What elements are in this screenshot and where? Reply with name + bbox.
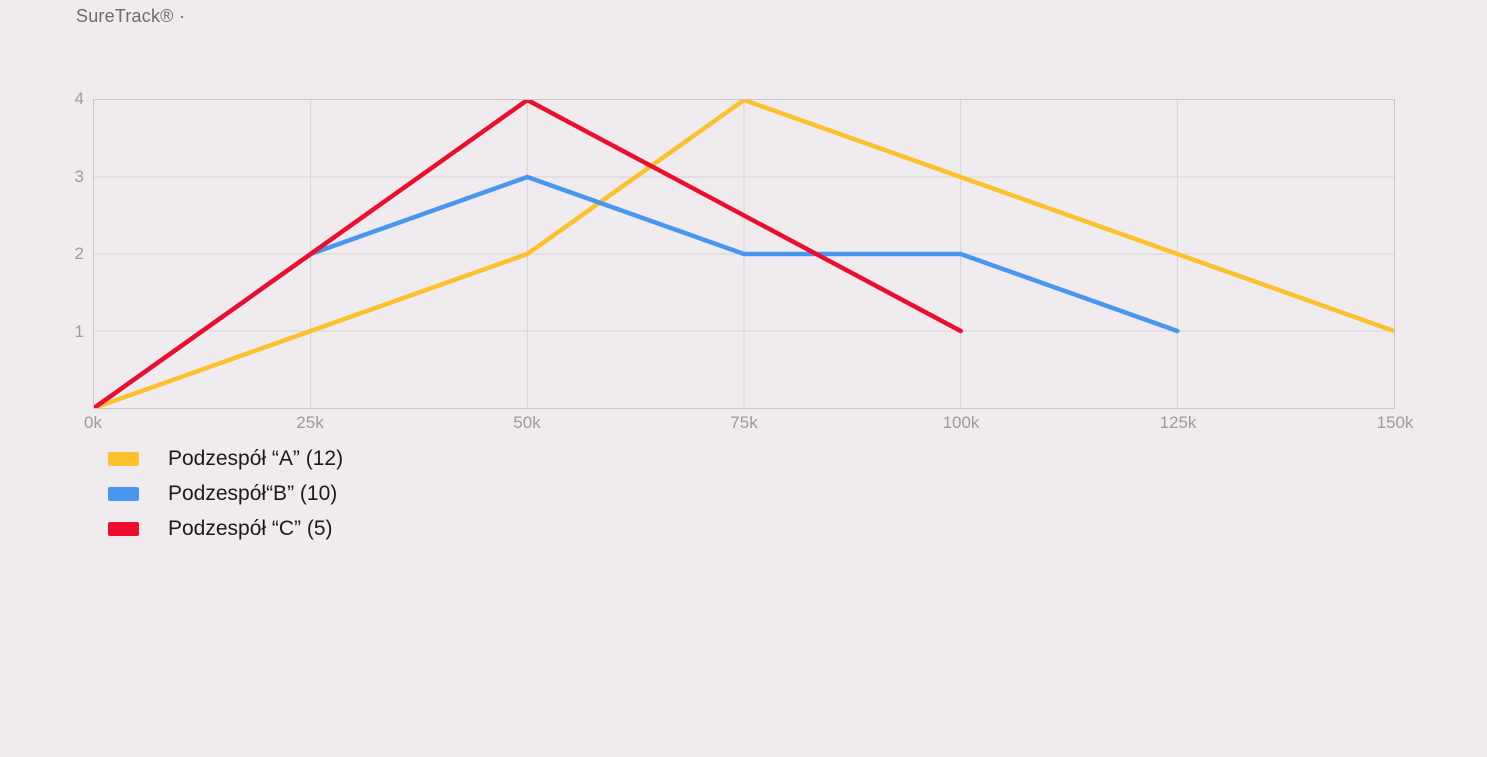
chart-canvas <box>94 100 1394 408</box>
x-tick-label: 100k <box>942 413 980 432</box>
legend-label: Podzespół “C” (5) <box>168 516 333 540</box>
legend: Podzespół “A” (12) Podzespół“B” (10) Podze… <box>108 441 343 546</box>
legend-label: Podzespół “A” (12) <box>168 446 344 470</box>
x-tick-label: 150k <box>1376 413 1414 432</box>
legend-color-swatch <box>108 521 139 536</box>
series-line-2 <box>94 100 963 408</box>
x-tick-label: 25k <box>296 413 324 432</box>
plot-area <box>93 99 1395 409</box>
x-tick-label: 75k <box>730 413 758 432</box>
y-tick-label: 4 <box>74 89 84 108</box>
legend-item-0[interactable]: Podzespół “A” (12) <box>108 441 343 476</box>
chart-title: SureTrack® · <box>76 6 186 26</box>
x-tick-label: 0k <box>84 413 102 432</box>
legend-item-1[interactable]: Podzespół“B” (10) <box>108 476 343 511</box>
legend-color-swatch <box>108 486 139 501</box>
legend-item-2[interactable]: Podzespół “C” (5) <box>108 511 343 546</box>
y-tick-label: 1 <box>74 321 84 341</box>
legend-color-swatch <box>108 451 139 466</box>
y-tick-label: 3 <box>74 166 84 186</box>
x-tick-label: 125k <box>1159 413 1197 432</box>
y-tick-label: 2 <box>74 244 84 263</box>
series-line-0 <box>94 100 1394 408</box>
legend-label: Podzespół“B” (10) <box>168 481 338 505</box>
x-tick-label: 50k <box>513 413 541 432</box>
